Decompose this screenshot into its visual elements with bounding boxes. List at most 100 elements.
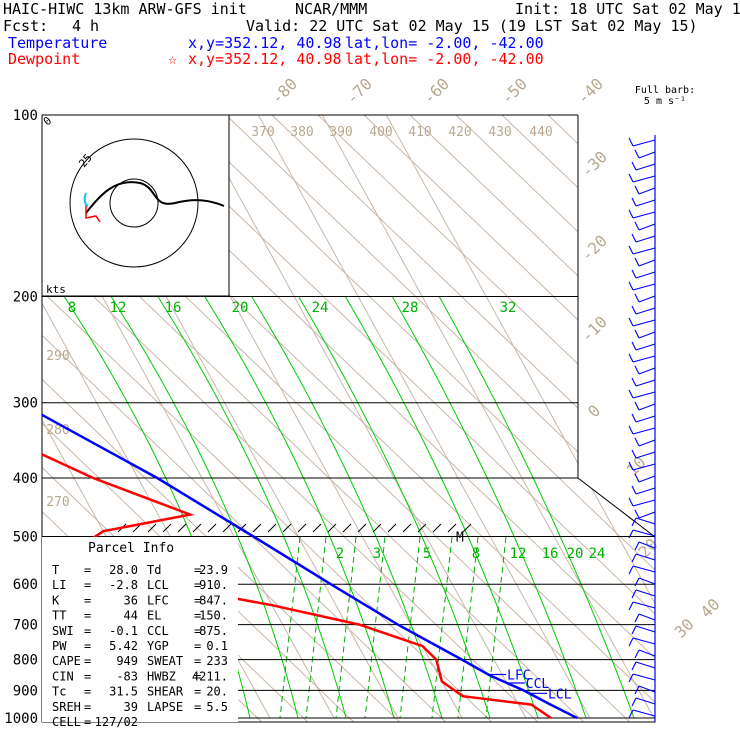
parcel-info-value: 44 [124,609,138,623]
hatch-mark [237,523,247,533]
wind-barb [638,649,656,657]
wind-barb-flag [631,697,637,707]
dry-adiabat-line [42,115,453,722]
theta-e-label: 20 [232,300,249,316]
isotherm-label: -70 [342,74,376,108]
fcst-value: 4 h [72,17,100,35]
temperature-legend: Temperature [8,34,108,52]
parcel-info-value: 910. [199,578,228,592]
wind-barb [635,697,656,705]
isotherm-line [257,115,591,719]
parcel-info-value: -2.8 [109,578,138,592]
dry-adiabat-line [179,115,655,722]
wind-barb-flag [631,449,637,459]
wind-barb [638,223,656,231]
mixing-ratio-line [335,536,357,719]
parcel-info-key: CAPE [52,654,81,668]
dewpoint-marker-icon: ☆ [168,50,178,68]
parcel-info-value: 127/02 [95,715,138,729]
fcst-label: Fcst: [3,17,49,35]
parcel-info-value: 36 [124,593,138,607]
mixing-ratio-line [364,536,386,719]
parcel-info-eq: = [84,685,91,699]
wind-barb-flag [628,173,634,183]
wind-barb [635,487,656,495]
wind-barb [635,451,656,459]
wind-barb [635,271,656,279]
wind-barb [635,625,656,633]
isotherm-label: 30 [671,615,698,642]
theta-e-label: 8 [68,300,76,316]
wind-barb-flag [634,257,640,267]
isotherm-label: -40 [573,74,607,108]
mixing-ratio-label: 12 [510,546,527,562]
wind-barb [635,553,656,561]
parcel-info-eq: = [194,578,201,592]
freezing-level-marker: M [456,530,464,545]
hatch-mark [297,523,307,533]
wind-barb-flag [628,281,634,291]
hodograph-inner-ring [109,178,159,228]
parcel-info-value: 5.5 [206,700,228,714]
parcel-info-eq: = [84,578,91,592]
wind-barb [632,463,656,471]
dewpoint-latlon: lat,lon= -2.00, -42.00 [345,50,544,68]
mixing-ratio-line [399,536,421,719]
wind-barb [635,661,656,669]
level-marker-label: LCL [548,687,572,702]
wind-barb-flag [628,637,634,647]
dry-adiabat-line [409,115,655,722]
mixing-ratio-line [279,536,301,719]
wind-barb-flag [634,577,640,587]
wind-barb-flag [634,149,640,159]
isotherm-label: 40 [697,595,724,622]
hodograph-units-label: kts [46,283,66,296]
pressure-label: 500 [13,529,38,545]
parcel-info-value: 4211. [192,669,228,683]
wind-barb-flag [628,425,634,435]
dry-adiabat-line [225,115,655,722]
parcel-info-eq: = [84,624,91,638]
dry-adiabat-line [42,115,499,722]
parcel-info-value: 31.5 [109,685,138,699]
hatch-mark [432,523,442,533]
parcel-info-eq: = [194,593,201,607]
wind-barb [638,541,656,549]
mixing-ratio-line [305,536,327,719]
wind-barb-flag [628,245,634,255]
wind-barb-units: 5 m s⁻¹ [644,96,686,107]
hatch-mark [402,523,412,533]
hatch-mark [462,523,472,533]
dry-adiabat-line [42,115,407,722]
parcel-info-key: TT [52,609,66,623]
hatch-mark [192,523,202,533]
wind-barb-flag [628,461,634,471]
theta-label: 280 [46,423,69,438]
wind-barb [632,673,656,681]
wind-barb-flag [631,233,637,243]
parcel-info-value: 233 [206,654,228,668]
wind-barb [635,307,656,315]
isotherm-label: -10 [577,312,611,346]
wind-barb-flag [634,185,640,195]
parcel-info-key: PW [52,639,67,653]
wind-barb [638,685,656,693]
dry-adiabat-line [133,115,655,722]
wind-barb-flag [631,517,637,527]
dewpoint-xy: x,y=352.12, 40.98 [188,50,342,68]
parcel-info-value: 0.1 [206,639,228,653]
wind-barb [638,367,656,375]
hodograph-outer-ring [69,138,199,268]
parcel-info-key: LI [52,578,66,592]
mixing-ratio-label: 2 [336,546,344,562]
theta-label: 290 [46,349,69,364]
wind-barb [632,601,656,609]
parcel-info-eq: = [84,715,91,729]
mixing-ratio-label: 16 [542,546,559,562]
wind-barb-flag [631,377,637,387]
parcel-info-key: LAPSE [147,700,183,714]
wind-barb [632,175,656,183]
parcel-info-key: YGP [147,639,169,653]
isotherm-label: -50 [497,74,531,108]
